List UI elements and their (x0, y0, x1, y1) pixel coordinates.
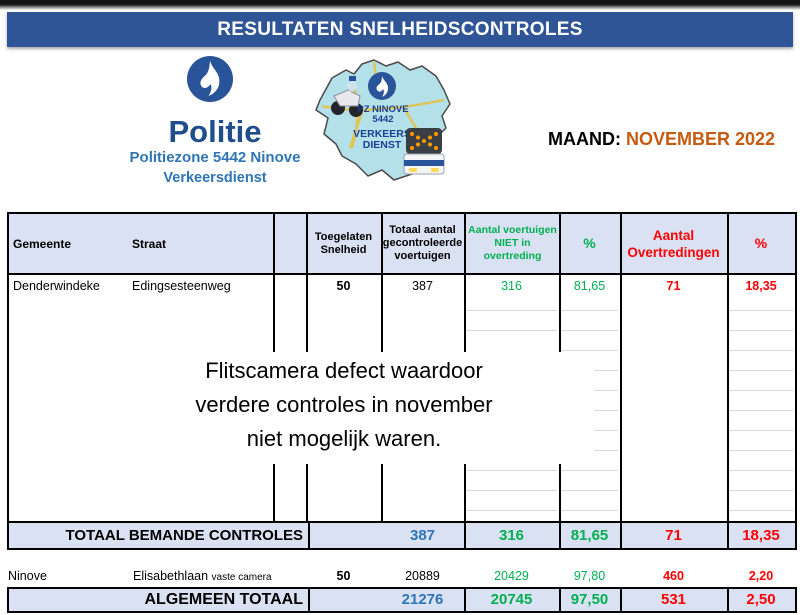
row1-pct-viol: 18,35 (745, 279, 777, 293)
politie-logo-icon (187, 56, 233, 102)
row1-not-in-violation: 316 (501, 279, 522, 293)
brand-dept: Verkeersdienst (163, 170, 267, 186)
row2-speed: 50 (336, 569, 351, 583)
col-header-totaal-aantal: Totaal aantal gecontroleerde voertuigen (382, 224, 463, 262)
row1-violations: 71 (666, 279, 681, 293)
notice-text: Flitscamera defect waardoor verdere cont… (94, 354, 594, 456)
zone-map-image: PZ NINOVE 5442 VERKEERS DIENST (300, 56, 460, 188)
grand-total-pct-ok: 97,50 (570, 591, 609, 608)
manned-total-label: TOTAAL BEMANDE CONTROLES (65, 527, 303, 544)
row1-pct-ok: 81,65 (573, 279, 606, 293)
map-label-1: PZ NINOVE (357, 104, 408, 115)
row2-straat-note: vaste camera (211, 572, 272, 583)
grand-total-not-in-violation: 20745 (490, 591, 533, 608)
col-header-toegelaten-snelheid: Toegelaten Snelheid (314, 230, 373, 256)
fixed-camera-row: Ninove Elisabethlaan vaste camera 50 208… (0, 566, 800, 586)
manned-total-total: 387 (409, 527, 436, 544)
row2-total: 20889 (405, 569, 440, 583)
results-table: Gemeente Straat Toegelaten Snelheid Tota… (7, 212, 797, 550)
row1-gemeente: Denderwindeke (13, 279, 100, 293)
row2-pct-ok: 97,80 (573, 569, 606, 583)
month-label: MAAND: (548, 129, 621, 149)
brand-zone: Politiezone 5442 Ninove (129, 149, 301, 166)
grand-total-pct-viol: 2,50 (746, 591, 776, 608)
col-header-straat: Straat (132, 236, 167, 251)
brand-name: Politie (168, 114, 262, 149)
grand-total-row: ALGEMEEN TOTAAL 21276 20745 97,50 531 2,… (7, 587, 797, 613)
row1-straat: Edingsesteenweg (132, 279, 231, 293)
month-value: NOVEMBER 2022 (626, 129, 776, 149)
manned-total-pct-ok: 81,65 (570, 527, 609, 544)
manned-total-not-in-violation: 316 (498, 527, 525, 544)
manned-total-row (9, 523, 795, 548)
grand-total-total: 21276 (401, 591, 444, 608)
police-car-icon (403, 128, 445, 175)
row1-total: 387 (412, 279, 433, 293)
page-title: RESULTATEN SNELHEIDSCONTROLES (217, 18, 583, 40)
col-header-gemeente: Gemeente (13, 236, 72, 251)
col-header-niet-in-overtreding: Aantal voertuigen NIET in overtreding (468, 224, 557, 262)
map-label-4: DIENST (363, 139, 402, 151)
map-label-3: VERKEERS (353, 128, 411, 140)
row2-straat: Elisabethlaan vaste camera (133, 569, 272, 583)
manned-total-pct-viol: 18,35 (742, 527, 780, 544)
grand-total-violations: 531 (660, 591, 687, 608)
title-bar: RESULTATEN SNELHEIDSCONTROLES (7, 12, 793, 47)
manned-total-violations: 71 (665, 527, 682, 544)
motorcycle-icon (331, 76, 363, 117)
col-header-overtredingen: Aantal Overtredingen (627, 227, 720, 260)
table-header-row (9, 214, 795, 273)
row2-violations: 460 (663, 569, 684, 583)
col-header-pct-red: % (754, 235, 768, 251)
row2-gemeente: Ninove (8, 569, 47, 583)
month-line: MAAND: NOVEMBER 2022 (548, 129, 798, 150)
page-top-edge (0, 0, 800, 10)
grand-total-label: ALGEMEEN TOTAAL (144, 591, 303, 608)
row1-speed: 50 (336, 279, 351, 293)
row2-not-in-violation: 20429 (494, 569, 529, 583)
col-header-pct-green: % (583, 235, 596, 251)
map-label-2: 5442 (372, 114, 393, 125)
row2-pct-viol: 2,20 (748, 569, 774, 583)
